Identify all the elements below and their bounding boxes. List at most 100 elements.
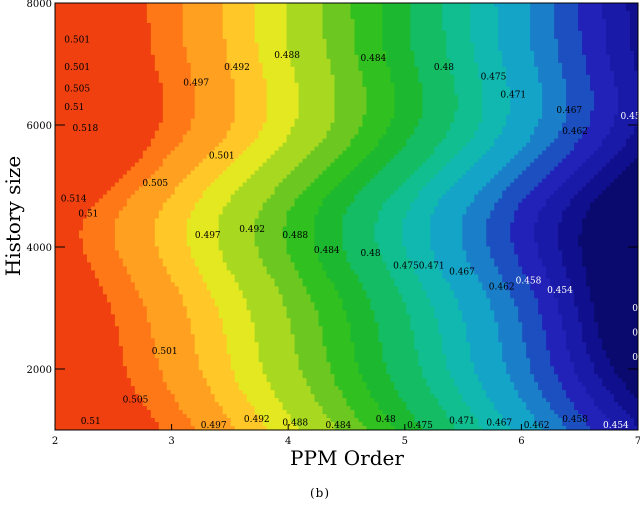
contour-cell	[118, 426, 124, 430]
contour-cell	[150, 386, 156, 391]
contour-cell	[234, 26, 240, 32]
contour-cell	[114, 398, 120, 403]
contour-cell	[154, 330, 160, 335]
contour-cell	[138, 286, 144, 291]
contour-cell	[70, 106, 76, 112]
contour-cell	[70, 118, 76, 124]
contour-cell	[238, 38, 244, 44]
contour-cell	[210, 334, 216, 339]
contour-cell	[94, 290, 100, 295]
contour-cell	[55, 50, 60, 56]
contour-cell	[218, 330, 224, 335]
contour-cell	[234, 74, 240, 80]
contour-cell	[118, 46, 124, 52]
contour-cell	[74, 210, 80, 216]
contour-cell	[70, 274, 76, 279]
contour-cell	[78, 98, 84, 104]
contour-cell	[130, 42, 136, 48]
contour-cell	[94, 262, 100, 267]
contour-cell	[70, 246, 76, 252]
contour-cell	[206, 218, 212, 224]
contour-cell	[194, 278, 200, 283]
contour-cell	[174, 406, 180, 411]
contour-cell	[126, 182, 132, 188]
contour-cell	[86, 138, 92, 144]
contour-cell	[82, 78, 88, 84]
contour-cell	[122, 374, 128, 379]
contour-cell	[182, 162, 188, 168]
contour-cell	[110, 262, 116, 267]
contour-cell	[162, 326, 168, 331]
contour-cell	[134, 10, 140, 16]
contour-cell	[226, 42, 232, 48]
contour-cell	[98, 426, 104, 430]
contour-cell	[58, 86, 64, 92]
contour-cell	[122, 310, 128, 315]
contour-cell	[198, 30, 204, 36]
contour-cell	[226, 294, 232, 299]
contour-cell	[74, 86, 80, 92]
contour-cell	[234, 378, 240, 383]
contour-cell	[98, 402, 104, 407]
contour-cell	[218, 154, 224, 160]
contour-cell	[206, 210, 212, 216]
contour-cell	[166, 390, 172, 395]
contour-cell	[114, 290, 120, 295]
contour-cell	[58, 182, 64, 188]
contour-cell	[170, 162, 176, 168]
contour-cell	[122, 274, 128, 279]
contour-cell	[174, 386, 180, 391]
contour-cell	[170, 170, 176, 176]
contour-cell	[130, 102, 136, 108]
contour-cell	[162, 106, 168, 112]
contour-cell	[138, 38, 144, 44]
contour-cell	[234, 322, 240, 327]
contour-cell	[182, 34, 188, 40]
contour-cell	[178, 102, 184, 108]
contour-cell	[134, 82, 140, 88]
contour-cell	[198, 142, 204, 148]
contour-cell	[90, 202, 96, 208]
contour-cell	[210, 234, 216, 240]
contour-cell	[122, 26, 128, 32]
contour-cell	[202, 390, 208, 395]
contour-cell	[154, 402, 160, 407]
contour-cell	[218, 418, 224, 423]
contour-cell	[174, 130, 180, 136]
contour-cell	[178, 94, 184, 100]
contour-cell	[194, 246, 200, 252]
contour-cell	[138, 238, 144, 244]
contour-cell	[78, 158, 84, 164]
contour-cell	[66, 242, 72, 248]
contour-cell	[55, 346, 60, 351]
contour-cell	[66, 170, 72, 176]
contour-cell	[134, 162, 140, 168]
contour-cell	[190, 122, 196, 128]
contour-cell	[110, 326, 116, 331]
contour-cell	[110, 134, 116, 140]
contour-cell	[206, 58, 212, 64]
contour-cell	[206, 238, 212, 244]
contour-cell	[222, 218, 228, 224]
contour-cell	[66, 154, 72, 160]
contour-cell	[106, 322, 112, 327]
contour-cell	[138, 422, 144, 427]
contour-cell	[158, 238, 164, 244]
contour-cell	[162, 154, 168, 160]
contour-cell	[222, 414, 228, 419]
contour-cell	[166, 350, 172, 355]
contour-cell	[142, 146, 148, 152]
contour-cell	[55, 90, 60, 96]
contour-cell	[134, 322, 140, 327]
contour-cell	[55, 138, 60, 144]
contour-cell	[110, 218, 116, 224]
contour-cell	[90, 386, 96, 391]
contour-cell	[62, 366, 68, 371]
contour-cell	[190, 354, 196, 359]
contour-cell	[94, 234, 100, 240]
contour-cell	[202, 18, 208, 24]
contour-cell	[150, 54, 156, 60]
contour-cell	[98, 186, 104, 192]
contour-cell	[82, 94, 88, 100]
contour-cell	[74, 178, 80, 184]
